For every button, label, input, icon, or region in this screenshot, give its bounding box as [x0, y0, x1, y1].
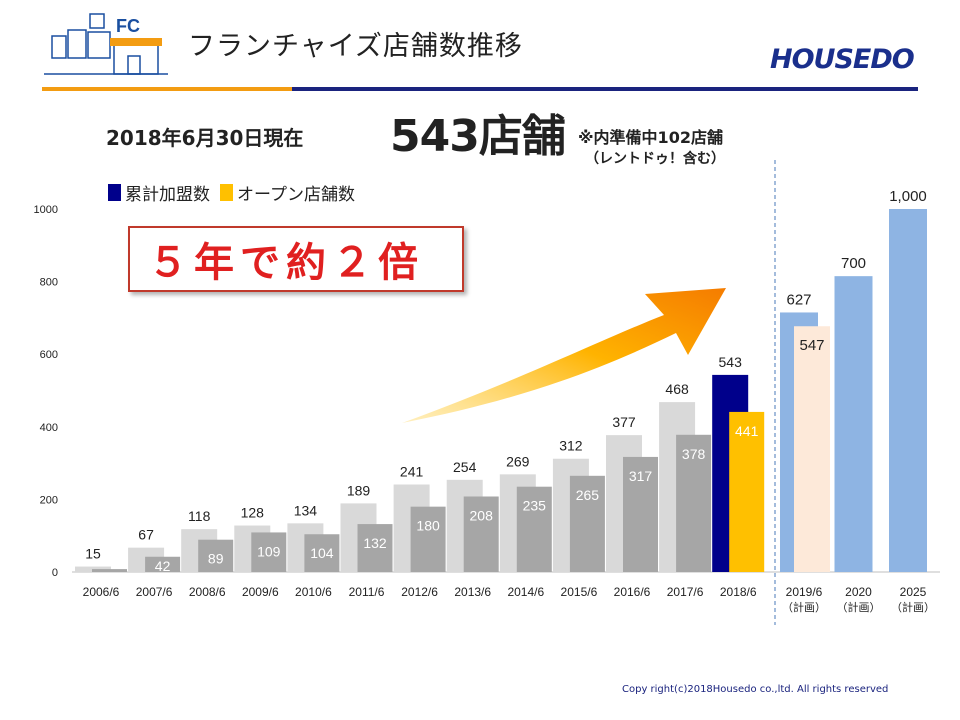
- x-tick-sublabel: （計画）: [891, 600, 935, 614]
- label-opened: 441: [735, 423, 759, 439]
- housedo-logo: HOUSEDO: [770, 44, 915, 75]
- label-opened: 109: [257, 543, 281, 559]
- x-tick-label: 2014/6: [507, 585, 544, 599]
- x-tick-label: 2020: [845, 585, 872, 599]
- store-count: 543店舗: [390, 111, 566, 162]
- label-cumulative: 254: [453, 459, 477, 475]
- bar-opened: [410, 506, 446, 572]
- x-tick-label: 2018/6: [720, 585, 757, 599]
- legend-item-opened: オープン店舗数: [220, 180, 355, 205]
- legend-swatch-cumulative: [108, 184, 121, 201]
- x-tick-label: 2017/6: [667, 585, 704, 599]
- x-tick-sublabel: （計画）: [837, 600, 881, 614]
- x-tick-label: 2013/6: [454, 585, 491, 599]
- x-tick-label: 2016/6: [614, 585, 651, 599]
- label-opened: 265: [576, 487, 600, 503]
- label-opened: 378: [682, 446, 706, 462]
- bar-opened: [729, 411, 765, 572]
- label-opened: 132: [363, 535, 387, 551]
- bar-opened: [676, 434, 712, 572]
- x-tick-label: 2009/6: [242, 585, 279, 599]
- legend-swatch-opened: [220, 184, 233, 201]
- label-cumulative: 67: [138, 527, 154, 543]
- label-cumulative: 543: [719, 354, 743, 370]
- label-cumulative: 134: [294, 502, 318, 518]
- bar-opened: [304, 534, 340, 572]
- x-tick-label: 2006/6: [83, 585, 120, 599]
- y-tick-label: 0: [52, 567, 58, 579]
- label-cumulative: 269: [506, 453, 530, 469]
- bar-opened: [251, 532, 287, 572]
- as-of-date: 2018年6月30日現在: [106, 126, 304, 150]
- x-tick-label: 2010/6: [295, 585, 332, 599]
- bar-opened: [92, 569, 127, 572]
- x-tick-label: 2008/6: [189, 585, 226, 599]
- legend-label-cumulative: 累計加盟数: [125, 185, 210, 205]
- fc-logo-label: FC: [116, 16, 140, 36]
- label-opened: 547: [799, 337, 824, 354]
- header-rule-orange: [42, 87, 292, 91]
- x-tick-label: 2012/6: [401, 585, 438, 599]
- bar-cumulative: [889, 209, 927, 572]
- label-opened: 208: [470, 507, 494, 523]
- x-tick-label: 2025: [900, 585, 927, 599]
- label-cumulative: 118: [188, 508, 211, 524]
- bar-opened: [794, 326, 830, 572]
- bar-opened: [516, 486, 552, 572]
- bar-cumulative: [834, 276, 873, 572]
- label-cumulative: 128: [241, 505, 265, 521]
- chart-legend: 累計加盟数 オープン店舗数: [108, 180, 365, 205]
- fc-building-icon: FC: [44, 13, 168, 75]
- y-tick-label: 800: [40, 277, 58, 289]
- label-cumulative: 189: [347, 482, 371, 498]
- bar-opened: [145, 556, 181, 572]
- preparing-note: ※内準備中102店舗: [578, 128, 723, 147]
- bar-opened: [623, 456, 658, 572]
- page-title: フランチャイズ店舗数推移: [188, 31, 523, 62]
- x-tick-label: 2007/6: [136, 585, 173, 599]
- label-cumulative: 15: [85, 546, 101, 562]
- y-tick-label: 600: [40, 349, 58, 361]
- bar-opened: [463, 496, 499, 572]
- rentdo-note: （レントドゥ！含む）: [585, 151, 725, 167]
- bar-opened: [198, 539, 234, 572]
- label-cumulative: 377: [612, 414, 636, 430]
- label-cumulative: 700: [841, 255, 866, 272]
- y-tick-label: 1000: [34, 204, 58, 216]
- x-tick-sublabel: （計画）: [782, 600, 826, 614]
- legend-label-opened: オープン店舗数: [237, 185, 355, 205]
- growth-arrow: [402, 288, 726, 423]
- label-opened: 235: [523, 498, 547, 514]
- label-cumulative: 312: [559, 438, 583, 454]
- label-opened: 317: [629, 468, 653, 484]
- y-tick-label: 200: [40, 494, 58, 506]
- header-rule-navy: [292, 87, 918, 91]
- y-tick-label: 400: [40, 422, 58, 434]
- label-opened: 42: [155, 558, 171, 574]
- growth-callout: ５年で約２倍: [128, 226, 464, 292]
- label-opened: 180: [416, 518, 440, 534]
- legend-item-cumulative: 累計加盟数: [108, 180, 210, 205]
- bar-opened: [569, 475, 605, 572]
- x-tick-label: 2011/6: [349, 585, 385, 599]
- label-cumulative: 241: [400, 464, 424, 480]
- label-cumulative: 627: [786, 291, 811, 308]
- label-cumulative: 1,000: [889, 188, 927, 205]
- x-tick-label: 2015/6: [561, 585, 598, 599]
- fc-logo: FC: [44, 8, 174, 82]
- label-opened: 104: [310, 545, 334, 561]
- copyright-text: Copy right(c)2018Housedo co.,ltd. All ri…: [622, 684, 889, 695]
- bar-opened: [357, 524, 393, 572]
- x-tick-label: 2019/6: [786, 585, 823, 599]
- label-cumulative: 468: [665, 381, 689, 397]
- label-opened: 89: [208, 551, 224, 567]
